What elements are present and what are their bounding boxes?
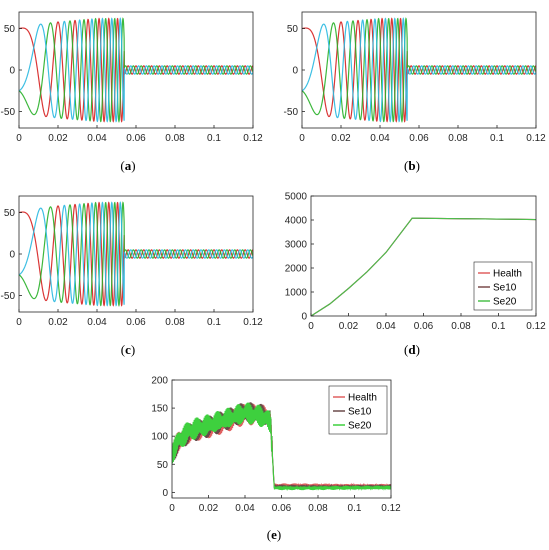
panel-caption: (a) [120, 158, 135, 173]
x-tick-label: 0.12 [381, 503, 401, 514]
x-tick-label: 0.08 [165, 317, 185, 328]
y-tick-label: 5000 [285, 192, 308, 203]
x-tick-label: 0 [16, 133, 22, 144]
x-tick-label: 0.06 [126, 317, 146, 328]
x-tick-label: 0.04 [87, 317, 107, 328]
legend: Health Se10 Se20 [473, 261, 533, 311]
x-tick-label: 0.1 [492, 321, 506, 332]
x-tick-label: 0.04 [376, 321, 396, 332]
y-tick-label: -50 [1, 291, 16, 302]
plot-area [302, 12, 536, 128]
legend-label-health: Health [493, 269, 522, 280]
series-group [302, 17, 536, 123]
panel-3: 0 0.02 0.04 0.06 0.08 0.1 0.12 5000 4000 3000 2000… [285, 192, 546, 358]
legend-label-se20: Se20 [348, 421, 372, 432]
phase-line-2 [19, 201, 253, 307]
y-tick-label: 3000 [285, 240, 308, 251]
x-tick-label: 0.1 [207, 317, 221, 328]
y-tick-label: 150 [151, 404, 168, 415]
x-tick-label: 0.08 [451, 321, 471, 332]
panel-caption: (d) [404, 342, 420, 357]
x-tick-label: 0.06 [409, 133, 429, 144]
y-tick-label: 2000 [285, 264, 308, 275]
panel-caption: (e) [267, 527, 281, 542]
x-tick-label: 0.02 [48, 133, 68, 144]
series-line-se20 [311, 217, 536, 316]
x-tick-label: 0.08 [165, 133, 185, 144]
x-tick-label: 0.12 [243, 133, 263, 144]
y-tick-label: 0 [292, 66, 298, 77]
y-tick-label: 50 [287, 24, 299, 35]
y-tick-label: 50 [4, 24, 16, 35]
series-group [172, 402, 391, 492]
y-tick-label: 200 [151, 376, 168, 387]
phase-line-0 [302, 17, 536, 123]
panel-caption: (c) [121, 342, 135, 357]
x-tick-label: 0 [169, 503, 175, 514]
legend-box [473, 261, 533, 311]
legend-label-se10: Se10 [493, 283, 517, 294]
y-tick-label: 50 [157, 460, 169, 471]
series-line-se20 [172, 402, 391, 492]
y-tick-label: 100 [151, 432, 168, 443]
plot-area [19, 12, 253, 128]
y-tick-label: 0 [301, 312, 307, 323]
y-tick-label: 0 [9, 66, 15, 77]
x-tick-label: 0.02 [339, 321, 359, 332]
plot-area [19, 196, 253, 312]
phase-line-0 [19, 201, 253, 307]
x-tick-label: 0 [16, 317, 22, 328]
x-tick-label: 0.12 [526, 133, 546, 144]
x-tick-label: 0 [299, 133, 305, 144]
panel-caption: (b) [404, 158, 420, 173]
x-tick-label: 0.06 [414, 321, 434, 332]
panel-0: 0 0.02 0.04 0.06 0.08 0.1 0.12 50 0 -50 (a) [1, 11, 263, 173]
series-group [19, 201, 253, 307]
series-group [19, 17, 253, 123]
x-tick-label: 0.1 [490, 133, 504, 144]
x-tick-label: 0.02 [331, 133, 351, 144]
x-tick-label: 0.12 [243, 317, 263, 328]
y-tick-label: -50 [1, 107, 16, 118]
y-tick-label: 4000 [285, 216, 308, 227]
y-tick-label: 0 [9, 250, 15, 261]
x-tick-label: 0.06 [126, 133, 146, 144]
panel-2: 0 0.02 0.04 0.06 0.08 0.1 0.12 50 0 -50 (c) [1, 195, 263, 357]
panel-4: 0 0.02 0.04 0.06 0.08 0.1 0.12 200 150 100 50 0 Heal… [151, 376, 401, 543]
x-tick-label: 0.02 [199, 503, 219, 514]
legend-box [328, 385, 388, 435]
x-tick-label: 0.04 [370, 133, 390, 144]
x-tick-label: 0 [308, 321, 314, 332]
phase-line-2 [302, 17, 536, 123]
legend-label-se10: Se10 [348, 407, 372, 418]
x-tick-label: 0.1 [207, 133, 221, 144]
x-tick-label: 0.02 [48, 317, 68, 328]
y-tick-label: 1000 [285, 288, 308, 299]
legend-label-se20: Se20 [493, 297, 517, 308]
x-tick-label: 0.04 [87, 133, 107, 144]
x-tick-label: 0.08 [448, 133, 468, 144]
x-tick-label: 0.08 [308, 503, 328, 514]
phase-line-0 [19, 17, 253, 123]
x-tick-label: 0.12 [526, 321, 546, 332]
x-tick-label: 0.1 [348, 503, 362, 514]
legend: Health Se10 Se20 [328, 385, 388, 435]
legend-label-health: Health [348, 393, 377, 404]
panel-1: 0 0.02 0.04 0.06 0.08 0.1 0.12 50 0 -50 (b) [284, 11, 546, 173]
series-group [311, 217, 536, 316]
x-tick-label: 0.04 [235, 503, 255, 514]
y-tick-label: -50 [284, 107, 299, 118]
y-tick-label: 50 [4, 208, 16, 219]
x-tick-label: 0.06 [272, 503, 292, 514]
y-tick-label: 0 [162, 488, 168, 499]
phase-line-2 [19, 17, 253, 123]
